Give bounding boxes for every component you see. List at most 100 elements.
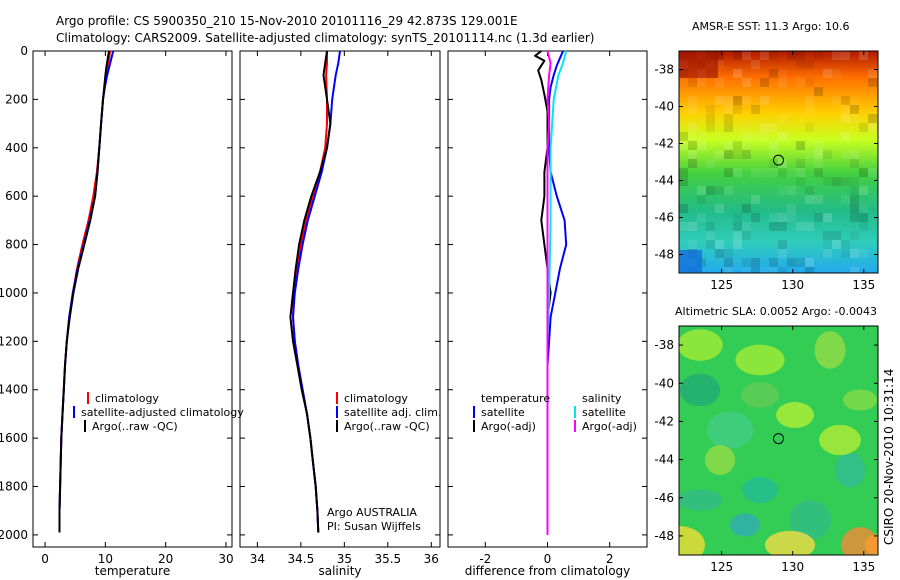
sst-pixel: [814, 168, 823, 177]
sst-pixel: [715, 240, 724, 249]
sla-anomaly-blob: [819, 424, 861, 456]
sst-pixel: [742, 51, 751, 60]
sst-pixel: [724, 123, 733, 132]
sst-pixel: [868, 114, 877, 123]
sst-pixel: [733, 231, 742, 240]
sst-pixel: [679, 204, 688, 213]
sst-pixel: [796, 78, 805, 87]
y-tick-label: 400: [5, 141, 28, 155]
legend-label: Argo(..raw -QC): [92, 420, 178, 433]
sst-pixel: [769, 258, 778, 267]
sst-pixel: [787, 51, 796, 60]
sst-map: [679, 51, 878, 273]
sst-pixel: [715, 186, 724, 195]
sla-anomaly-blob: [776, 401, 814, 429]
sst-pixel: [823, 150, 832, 159]
y-tick-label: 2000: [0, 528, 28, 542]
sst-pixel: [778, 168, 787, 177]
legend-label: satellite: [582, 406, 626, 419]
x-tick-label: -2: [479, 552, 491, 566]
sst-pixel: [760, 96, 769, 105]
sst-pixel: [778, 240, 787, 249]
sst-pixel: [778, 222, 787, 231]
x-tick-label: 20: [158, 552, 173, 566]
sst-pixel: [850, 96, 859, 105]
x-axis-label: salinity: [318, 564, 361, 578]
sst-map-title: AMSR-E SST: 11.3 Argo: 10.6: [692, 20, 850, 33]
sst-pixel: [778, 114, 787, 123]
sst-pixel: [850, 105, 859, 114]
sst-pixel: [733, 69, 742, 78]
sst-pixel: [715, 51, 724, 60]
sst-pixel: [751, 213, 760, 222]
series-line: [546, 50, 552, 535]
series-line: [289, 50, 332, 533]
sst-pixel: [787, 204, 796, 213]
sst-pixel: [805, 60, 814, 69]
sst-pixel: [814, 150, 823, 159]
sst-pixel: [805, 105, 814, 114]
sst-pixel: [805, 267, 814, 273]
series-line: [58, 50, 115, 533]
sst-pixel: [733, 150, 742, 159]
sst-pixel: [769, 222, 778, 231]
x-axis-label: temperature: [95, 564, 170, 578]
sst-pixel: [715, 249, 724, 258]
sst-pixel: [850, 186, 859, 195]
sst-pixel: [706, 222, 715, 231]
sla-anomaly-blob: [741, 382, 779, 408]
sst-pixel: [787, 186, 796, 195]
sst-pixel: [832, 51, 841, 60]
sst-pixel: [733, 141, 742, 150]
legend-label: Argo(-adj): [481, 420, 536, 433]
sla-anomaly-blob: [706, 411, 754, 449]
sst-pixel: [850, 114, 859, 123]
sst-pixel: [706, 186, 715, 195]
sst-pixel: [796, 51, 805, 60]
x-tick-label: 2: [606, 552, 614, 566]
sst-pixel: [742, 231, 751, 240]
sst-pixel: [805, 222, 814, 231]
sst-pixel: [769, 168, 778, 177]
sst-pixel: [724, 150, 733, 159]
sst-pixel: [805, 258, 814, 267]
y-tick-label: 1800: [0, 480, 28, 494]
sst-pixel: [679, 168, 688, 177]
sst-pixel: [850, 204, 859, 213]
sst-pixel: [814, 159, 823, 168]
sst-pixel: [760, 267, 769, 273]
x-tick-label: 35.5: [374, 552, 401, 566]
sst-pixel: [814, 195, 823, 204]
sst-pixel: [724, 249, 733, 258]
sst-pixel: [859, 186, 868, 195]
sst-warm-patch: [680, 52, 718, 78]
sst-pixel: [751, 60, 760, 69]
sst-pixel: [805, 123, 814, 132]
series-line: [292, 51, 328, 533]
y-tick-label: -46: [654, 491, 674, 505]
sst-pixel: [724, 168, 733, 177]
legend-label: satellite: [481, 406, 525, 419]
sst-pixel: [706, 105, 715, 114]
x-tick-label: 135: [852, 278, 875, 292]
sst-pixel: [769, 69, 778, 78]
sst-pixel: [832, 231, 841, 240]
sla-map-axes: 125 130 135 -38 -40 -42 -44 -46 -48: [654, 325, 879, 574]
sst-pixel: [715, 78, 724, 87]
sst-pixel: [724, 105, 733, 114]
y-tick-label: 0: [20, 44, 28, 58]
legend-header-temperature: temperature: [481, 392, 550, 405]
sla-anomaly-blob: [679, 526, 705, 555]
legend-label: satellite-adjusted climatology: [81, 406, 244, 419]
difference-legend: temperature salinity satellite Argo(-adj…: [473, 392, 637, 433]
series-line: [292, 50, 341, 533]
sst-pixel: [868, 168, 877, 177]
sst-pixel: [751, 105, 760, 114]
salinity-panel: 34 34.5 35 35.5 36 salinity: [239, 50, 441, 578]
sst-pixel: [823, 177, 832, 186]
sla-anomaly-blob: [842, 389, 878, 411]
sst-pixel: [742, 141, 751, 150]
sst-pixel: [706, 240, 715, 249]
sst-pixel: [742, 78, 751, 87]
